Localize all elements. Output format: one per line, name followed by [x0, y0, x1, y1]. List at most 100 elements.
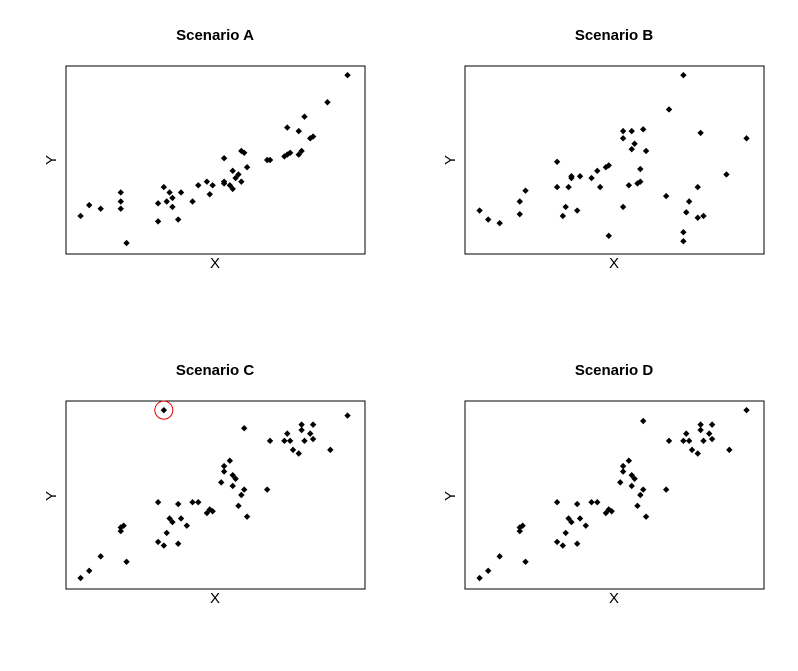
data-point: [708, 435, 716, 443]
data-point: [619, 203, 627, 211]
data-points: [476, 406, 750, 582]
x-axis-label: X: [609, 590, 619, 607]
data-point: [160, 183, 168, 191]
data-point: [588, 499, 595, 506]
data-point: [123, 239, 130, 247]
data-point: [568, 173, 575, 180]
data-point: [77, 574, 84, 582]
data-point: [573, 207, 581, 214]
data-point: [229, 471, 236, 479]
data-point: [120, 522, 127, 529]
data-point: [700, 437, 707, 445]
data-point: [516, 524, 523, 531]
data-point: [266, 437, 274, 445]
panel-scenario-a: Scenario A X Y: [43, 27, 366, 272]
data-point: [516, 527, 523, 535]
data-point: [562, 203, 569, 211]
data-point: [519, 522, 526, 529]
data-point: [631, 475, 638, 482]
data-point: [229, 185, 236, 193]
data-point: [617, 479, 624, 486]
data-point: [685, 198, 693, 205]
data-point: [553, 538, 561, 546]
data-point: [266, 156, 274, 164]
data-point: [229, 167, 236, 175]
data-point: [284, 430, 291, 437]
data-point: [619, 462, 627, 470]
data-point: [117, 524, 124, 531]
data-point: [174, 540, 182, 547]
data-point: [123, 558, 130, 565]
data-point: [307, 430, 314, 437]
data-point: [301, 437, 308, 445]
data-point: [169, 203, 176, 211]
data-point: [309, 421, 317, 428]
data-point: [195, 499, 202, 506]
data-point: [708, 421, 716, 428]
data-point: [680, 71, 687, 79]
data-point: [86, 567, 93, 575]
data-point: [160, 406, 168, 414]
data-point: [662, 486, 670, 493]
data-point: [608, 508, 615, 515]
data-point: [565, 183, 572, 191]
data-point: [174, 500, 182, 508]
data-point: [117, 527, 124, 535]
data-point: [619, 135, 627, 142]
data-points: [476, 71, 750, 245]
plot-frame: [464, 65, 765, 255]
data-point: [640, 486, 647, 493]
data-point: [640, 417, 647, 425]
data-point: [559, 542, 567, 549]
data-point: [241, 425, 248, 432]
data-point: [309, 133, 317, 140]
data-point: [697, 421, 704, 428]
data-point: [235, 171, 242, 178]
panel-title: Scenario D: [575, 362, 654, 379]
data-point: [220, 178, 228, 185]
data-point: [625, 457, 633, 464]
data-point: [160, 542, 168, 549]
data-point: [163, 529, 170, 537]
data-point: [743, 135, 750, 142]
y-axis-label: Y: [442, 491, 459, 501]
data-point: [602, 509, 610, 517]
data-point: [166, 515, 173, 522]
panel-title: Scenario B: [575, 27, 654, 44]
data-point: [189, 499, 196, 506]
data-point: [594, 499, 601, 506]
data-point: [298, 426, 305, 434]
data-point: [522, 187, 529, 194]
data-point: [694, 450, 701, 457]
data-point: [697, 426, 704, 434]
data-point: [553, 499, 561, 506]
data-point: [605, 162, 612, 169]
data-point: [86, 201, 93, 209]
data-point: [309, 435, 317, 443]
data-point: [284, 124, 291, 131]
data-point: [238, 491, 245, 499]
data-point: [576, 515, 584, 522]
data-point: [295, 151, 302, 158]
data-points: [77, 400, 351, 582]
data-point: [209, 508, 216, 515]
data-point: [726, 446, 733, 454]
data-point: [496, 553, 503, 560]
data-point: [117, 189, 124, 196]
data-point: [631, 140, 638, 147]
data-point: [565, 515, 572, 522]
data-point: [683, 430, 690, 437]
data-point: [232, 174, 239, 182]
data-point: [177, 515, 185, 522]
data-point: [553, 158, 561, 166]
data-point: [596, 183, 604, 191]
x-axis-label: X: [609, 255, 619, 272]
data-point: [97, 553, 104, 560]
data-points: [77, 71, 351, 247]
data-point: [700, 212, 707, 220]
data-point: [680, 238, 687, 245]
data-point: [594, 167, 601, 175]
data-point: [169, 518, 176, 526]
data-point: [77, 212, 84, 220]
data-point: [665, 106, 673, 113]
